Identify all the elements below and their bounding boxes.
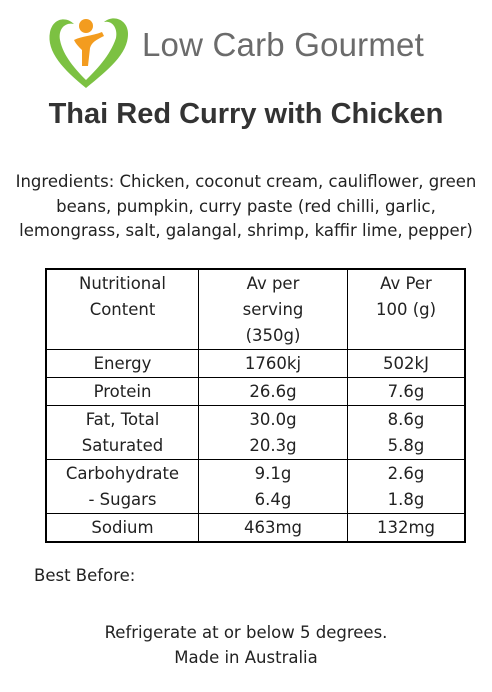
table-cell: 8.6g 5.8g	[347, 405, 466, 460]
table-row: Nutritional Content Av per serving (350g) Av …	[45, 268, 466, 350]
table-row: Sodium 463mg 132mg	[45, 513, 466, 543]
table-row: Energy 1760kj 502kJ	[45, 349, 466, 378]
table-row: Protein 26.6g 7.6g	[45, 377, 466, 406]
table-cell: Sodium	[45, 513, 199, 543]
best-before: Best Before:	[34, 566, 136, 585]
cell-line: 463mg	[243, 518, 303, 537]
cell-line: 132mg	[376, 518, 436, 537]
table-cell: Carbohydrate - Sugars	[45, 459, 199, 514]
cell-line: 5.8g	[387, 436, 425, 455]
cell-line: 502kJ	[383, 354, 429, 373]
cell-line: 1760kj	[244, 354, 302, 373]
cell-line: Fat, Total	[85, 410, 160, 429]
cell-line: Carbohydrate	[65, 464, 180, 483]
table-cell: 1760kj	[198, 349, 348, 378]
table-row: Carbohydrate - Sugars 9.1g 6.4g 2.6g 1.8g	[45, 459, 466, 514]
cell-line: serving	[242, 300, 304, 319]
ingredients: Ingredients: Chicken, coconut cream, cau…	[15, 172, 477, 240]
cell-line: (350g)	[245, 326, 301, 345]
cell-line: Av Per	[380, 274, 432, 293]
table-cell: 463mg	[198, 513, 348, 543]
cell-line: Sodium	[91, 518, 154, 537]
cell-line: Av per	[246, 274, 300, 293]
table-cell: 132mg	[347, 513, 466, 543]
cell-line: Energy	[93, 354, 152, 373]
cell-line: 9.1g	[254, 464, 292, 483]
cell-line: Content	[89, 300, 156, 319]
logo-icon	[49, 18, 129, 88]
logo	[44, 10, 464, 90]
cell-line: 8.6g	[387, 410, 425, 429]
cell-line: 7.6g	[387, 382, 425, 401]
table-cell: Fat, Total Saturated	[45, 405, 199, 460]
brand-name: Low Carb Gourmet	[142, 26, 424, 63]
table-cell: Av Per 100 (g)	[347, 268, 466, 350]
product-title: Thai Red Curry with Chicken	[48, 98, 444, 130]
nutrition-table: Nutritional Content Av per serving (350g) Av …	[45, 268, 466, 543]
table-cell: Energy	[45, 349, 199, 378]
footer: Refrigerate at or below 5 degrees. Made …	[0, 620, 492, 670]
table-row: Fat, Total Saturated 30.0g 20.3g 8.6g 5.8g	[45, 405, 466, 460]
cell-line: 1.8g	[387, 490, 425, 509]
table-cell: 30.0g 20.3g	[198, 405, 348, 460]
cell-line: 100 (g)	[375, 300, 437, 319]
table-cell: 2.6g 1.8g	[347, 459, 466, 514]
table-cell: 502kJ	[347, 349, 466, 378]
footer-line: Made in Australia	[174, 648, 318, 667]
cell-line: 30.0g	[249, 410, 297, 429]
table-cell: 26.6g	[198, 377, 348, 406]
cell-line: 6.4g	[254, 490, 292, 509]
cell-line: 2.6g	[387, 464, 425, 483]
footer-line: Refrigerate at or below 5 degrees.	[104, 623, 388, 642]
cell-line: Protein	[93, 382, 152, 401]
table-cell: 9.1g 6.4g	[198, 459, 348, 514]
cell-line: 26.6g	[249, 382, 297, 401]
table-cell: Nutritional Content	[45, 268, 199, 350]
cell-line: Saturated	[81, 436, 164, 455]
table-cell: 7.6g	[347, 377, 466, 406]
table-cell: Protein	[45, 377, 199, 406]
cell-line: 20.3g	[249, 436, 297, 455]
cell-line: Nutritional	[79, 274, 166, 293]
cell-line: - Sugars	[88, 490, 157, 509]
table-cell: Av per serving (350g)	[198, 268, 348, 350]
